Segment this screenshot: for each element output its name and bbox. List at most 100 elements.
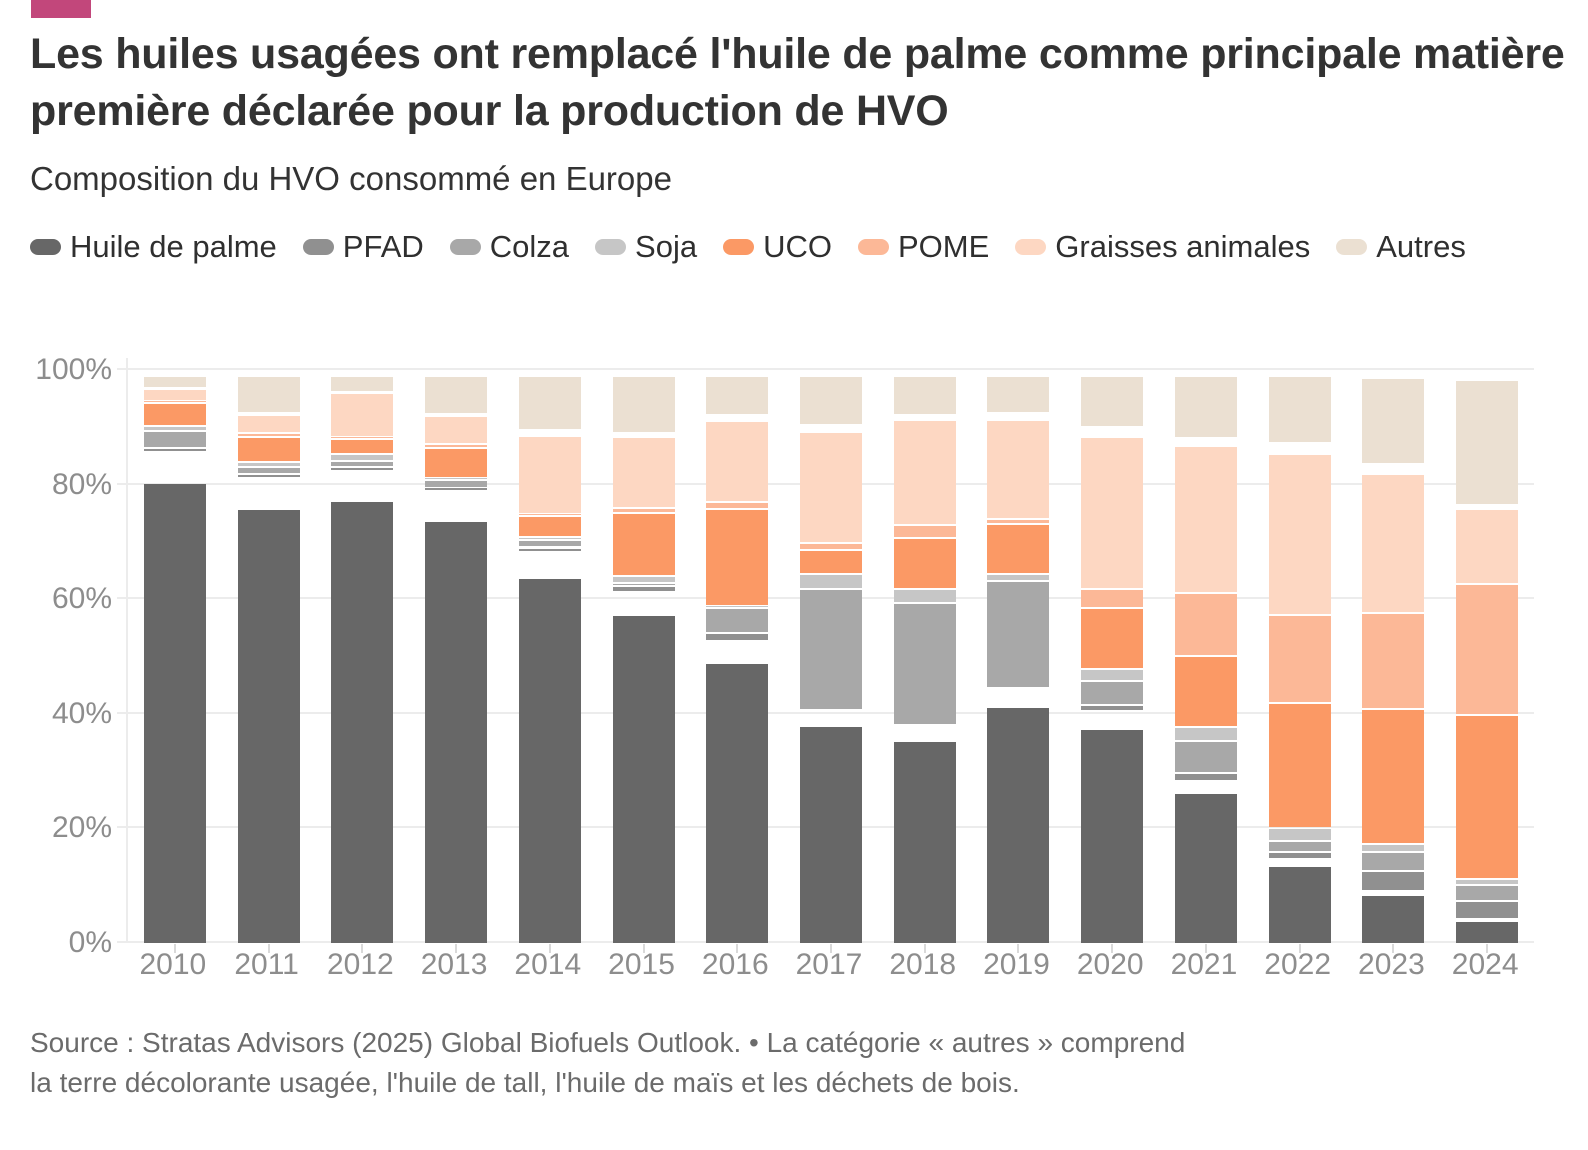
segment-2024-pfad[interactable] xyxy=(1456,902,1519,918)
segment-2015-colza[interactable] xyxy=(612,584,675,586)
segment-2010-soja[interactable] xyxy=(143,427,206,430)
segment-2015-soja[interactable] xyxy=(612,576,675,583)
segment-2018-soja[interactable] xyxy=(893,589,956,603)
segment-2012-graisses[interactable] xyxy=(331,394,394,437)
segment-2024-colza[interactable] xyxy=(1456,886,1519,901)
segment-2013-autres[interactable] xyxy=(425,376,488,413)
segment-2010-autres[interactable] xyxy=(143,376,206,387)
segment-2015-pfad[interactable] xyxy=(612,587,675,591)
segment-2020-autres[interactable] xyxy=(1081,376,1144,426)
segment-2017-graisses[interactable] xyxy=(799,433,862,542)
segment-2019-autres[interactable] xyxy=(987,376,1050,413)
segment-2022-soja[interactable] xyxy=(1268,828,1331,841)
segment-2016-pome[interactable] xyxy=(706,503,769,509)
segment-2018-colza[interactable] xyxy=(893,604,956,724)
segment-2015-palme[interactable] xyxy=(612,615,675,943)
segment-2024-pome[interactable] xyxy=(1456,585,1519,715)
segment-2016-pfad[interactable] xyxy=(706,634,769,641)
segment-2011-palme[interactable] xyxy=(237,509,300,943)
segment-2011-soja[interactable] xyxy=(237,462,300,467)
segment-2013-uco[interactable] xyxy=(425,448,488,478)
segment-2019-soja[interactable] xyxy=(987,575,1050,581)
segment-2011-pfad[interactable] xyxy=(237,474,300,477)
segment-2011-uco[interactable] xyxy=(237,438,300,461)
segment-2021-pfad[interactable] xyxy=(1174,773,1237,781)
segment-2021-palme[interactable] xyxy=(1174,793,1237,943)
segment-2018-autres[interactable] xyxy=(893,376,956,414)
segment-2016-colza[interactable] xyxy=(706,609,769,633)
segment-2017-palme[interactable] xyxy=(799,727,862,943)
segment-2013-colza[interactable] xyxy=(425,481,488,487)
segment-2017-pome[interactable] xyxy=(799,543,862,550)
segment-2019-palme[interactable] xyxy=(987,708,1050,943)
segment-2021-pome[interactable] xyxy=(1174,593,1237,655)
segment-2012-uco[interactable] xyxy=(331,440,394,454)
segment-2013-pfad[interactable] xyxy=(425,488,488,490)
segment-2021-graisses[interactable] xyxy=(1174,447,1237,592)
segment-2018-uco[interactable] xyxy=(893,538,956,588)
segment-2022-graisses[interactable] xyxy=(1268,455,1331,615)
segment-2022-colza[interactable] xyxy=(1268,842,1331,851)
segment-2024-palme[interactable] xyxy=(1456,921,1519,943)
segment-2017-soja[interactable] xyxy=(799,575,862,589)
segment-2010-colza[interactable] xyxy=(143,431,206,447)
segment-2020-soja[interactable] xyxy=(1081,669,1144,680)
segment-2023-pfad[interactable] xyxy=(1362,872,1425,890)
segment-2020-uco[interactable] xyxy=(1081,608,1144,668)
segment-2013-pome[interactable] xyxy=(425,445,488,447)
segment-2020-colza[interactable] xyxy=(1081,682,1144,705)
segment-2021-autres[interactable] xyxy=(1174,376,1237,438)
segment-2016-uco[interactable] xyxy=(706,510,769,605)
segment-2014-autres[interactable] xyxy=(518,376,581,430)
segment-2024-uco[interactable] xyxy=(1456,716,1519,879)
segment-2013-palme[interactable] xyxy=(425,522,488,943)
segment-2023-autres[interactable] xyxy=(1362,378,1425,464)
segment-2018-pome[interactable] xyxy=(893,525,956,537)
segment-2016-soja[interactable] xyxy=(706,605,769,608)
segment-2012-soja[interactable] xyxy=(331,455,394,460)
segment-2012-colza[interactable] xyxy=(331,461,394,467)
segment-2014-pome[interactable] xyxy=(518,513,581,515)
segment-2024-graisses[interactable] xyxy=(1456,509,1519,584)
segment-2016-palme[interactable] xyxy=(706,663,769,943)
segment-2022-pfad[interactable] xyxy=(1268,852,1331,859)
segment-2020-graisses[interactable] xyxy=(1081,438,1144,589)
segment-2023-colza[interactable] xyxy=(1362,852,1425,871)
segment-2018-graisses[interactable] xyxy=(893,421,956,524)
segment-2011-autres[interactable] xyxy=(237,376,300,413)
segment-2020-palme[interactable] xyxy=(1081,729,1144,943)
segment-2015-autres[interactable] xyxy=(612,376,675,432)
segment-2023-graisses[interactable] xyxy=(1362,475,1425,612)
segment-2023-uco[interactable] xyxy=(1362,710,1425,843)
segment-2013-graisses[interactable] xyxy=(425,416,488,444)
segment-2012-pfad[interactable] xyxy=(331,468,394,470)
segment-2010-pfad[interactable] xyxy=(143,448,206,452)
segment-2011-colza[interactable] xyxy=(237,468,300,473)
segment-2019-graisses[interactable] xyxy=(987,420,1050,519)
segment-2012-pome[interactable] xyxy=(331,436,394,439)
segment-2024-autres[interactable] xyxy=(1456,380,1519,505)
segment-2011-graisses[interactable] xyxy=(237,416,300,432)
segment-2022-autres[interactable] xyxy=(1268,376,1331,443)
segment-2021-colza[interactable] xyxy=(1174,741,1237,772)
segment-2019-colza[interactable] xyxy=(987,582,1050,688)
segment-2014-graisses[interactable] xyxy=(518,436,581,513)
segment-2016-graisses[interactable] xyxy=(706,422,769,502)
segment-2015-graisses[interactable] xyxy=(612,438,675,507)
segment-2022-uco[interactable] xyxy=(1268,703,1331,827)
segment-2014-palme[interactable] xyxy=(518,579,581,943)
segment-2010-graisses[interactable] xyxy=(143,389,206,400)
segment-2016-autres[interactable] xyxy=(706,376,769,415)
segment-2012-autres[interactable] xyxy=(331,376,394,391)
segment-2014-pfad[interactable] xyxy=(518,548,581,551)
segment-2017-uco[interactable] xyxy=(799,551,862,574)
segment-2022-palme[interactable] xyxy=(1268,867,1331,943)
segment-2012-palme[interactable] xyxy=(331,502,394,943)
segment-2010-pome[interactable] xyxy=(143,400,206,403)
segment-2022-pome[interactable] xyxy=(1268,616,1331,702)
segment-2020-pome[interactable] xyxy=(1081,590,1144,607)
segment-2019-uco[interactable] xyxy=(987,525,1050,574)
segment-2024-soja[interactable] xyxy=(1456,880,1519,884)
segment-2017-autres[interactable] xyxy=(799,376,862,424)
segment-2010-palme[interactable] xyxy=(143,483,206,943)
